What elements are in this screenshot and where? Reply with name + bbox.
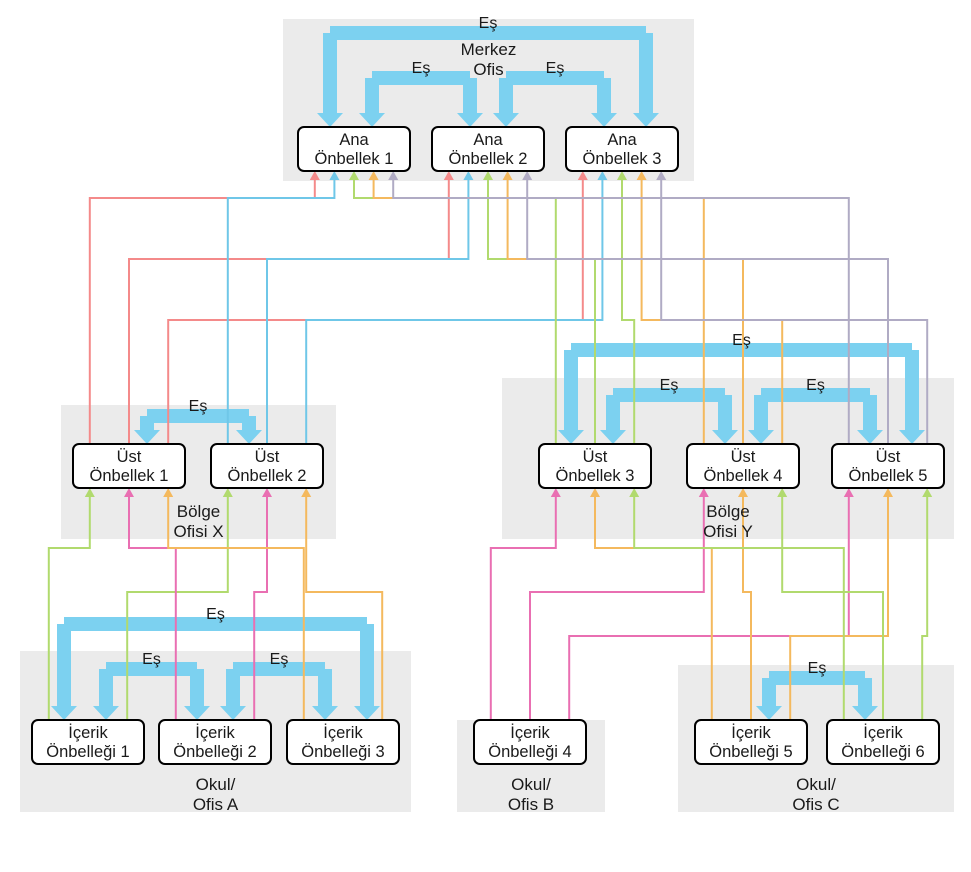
group-label-okulB-2: Ofis B (508, 795, 554, 814)
svg-text:İçerik: İçerik (323, 723, 363, 742)
group-label-okulA-2: Ofis A (193, 795, 239, 814)
group-label-okulC-2: Ofis C (792, 795, 839, 814)
svg-text:Önbelleği 4: Önbelleği 4 (488, 743, 571, 761)
svg-text:Önbellek 1: Önbellek 1 (315, 150, 394, 168)
svg-text:Önbellek 3: Önbellek 3 (583, 150, 662, 168)
svg-text:Önbellek 3: Önbellek 3 (556, 467, 635, 485)
svg-text:Eş: Eş (479, 15, 498, 32)
svg-text:Eş: Eş (206, 606, 225, 623)
svg-text:Önbelleği 3: Önbelleği 3 (301, 743, 384, 761)
svg-text:Eş: Eş (270, 651, 289, 668)
svg-text:İçerik: İçerik (863, 723, 903, 742)
edge-ust1-to-ana2 (129, 180, 449, 444)
svg-text:Üst: Üst (731, 448, 756, 466)
group-label-okulB-1: Okul/ (511, 775, 551, 794)
svg-text:Önbellek 4: Önbellek 4 (704, 467, 783, 485)
svg-text:Eş: Eş (189, 398, 208, 415)
edge-ust2-to-ana1 (228, 180, 335, 444)
svg-text:Eş: Eş (660, 377, 679, 394)
svg-text:İçerik: İçerik (68, 723, 108, 742)
svg-text:Ana: Ana (473, 131, 503, 149)
svg-text:Eş: Eş (732, 332, 751, 349)
group-label-merkez-2: Ofis (473, 60, 503, 79)
svg-text:Üst: Üst (255, 448, 280, 466)
svg-text:Önbellek 1: Önbellek 1 (90, 467, 169, 485)
svg-text:Üst: Üst (876, 448, 901, 466)
svg-text:Ana: Ana (339, 131, 369, 149)
svg-text:Ana: Ana (607, 131, 637, 149)
cache-hierarchy-diagram: AnaÖnbellek 1AnaÖnbellek 2AnaÖnbellek 3Ü… (0, 0, 971, 872)
svg-text:Önbellek 5: Önbellek 5 (849, 467, 928, 485)
svg-text:Önbellek 2: Önbellek 2 (449, 150, 528, 168)
svg-text:İçerik: İçerik (195, 723, 235, 742)
group-label-okulC-1: Okul/ (796, 775, 836, 794)
svg-text:Önbellek 2: Önbellek 2 (228, 467, 307, 485)
svg-text:Eş: Eş (142, 651, 161, 668)
svg-text:Önbelleği 5: Önbelleği 5 (709, 743, 792, 761)
group-label-bolgeY-2: Ofisi Y (703, 522, 753, 541)
svg-text:Önbelleği 6: Önbelleği 6 (841, 743, 924, 761)
svg-text:Eş: Eş (412, 60, 431, 77)
svg-text:Üst: Üst (117, 448, 142, 466)
group-label-merkez-1: Merkez (461, 40, 517, 59)
edge-ust2-to-ana2 (267, 180, 468, 444)
group-label-okulA-1: Okul/ (196, 775, 236, 794)
group-label-bolgeY-1: Bölge (706, 502, 749, 521)
svg-text:İçerik: İçerik (731, 723, 771, 742)
svg-text:Eş: Eş (546, 60, 565, 77)
svg-text:Üst: Üst (583, 448, 608, 466)
group-label-bolgeX-1: Bölge (177, 502, 220, 521)
svg-text:Eş: Eş (806, 377, 825, 394)
svg-text:Önbelleği 2: Önbelleği 2 (173, 743, 256, 761)
group-label-bolgeX-2: Ofisi X (173, 522, 223, 541)
svg-text:Önbelleği 1: Önbelleği 1 (46, 743, 129, 761)
svg-text:İçerik: İçerik (510, 723, 550, 742)
svg-text:Eş: Eş (808, 660, 827, 677)
